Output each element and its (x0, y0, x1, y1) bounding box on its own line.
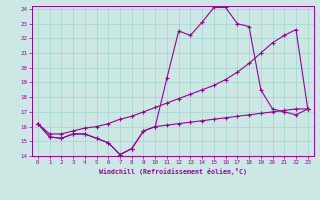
X-axis label: Windchill (Refroidissement éolien,°C): Windchill (Refroidissement éolien,°C) (99, 168, 247, 175)
